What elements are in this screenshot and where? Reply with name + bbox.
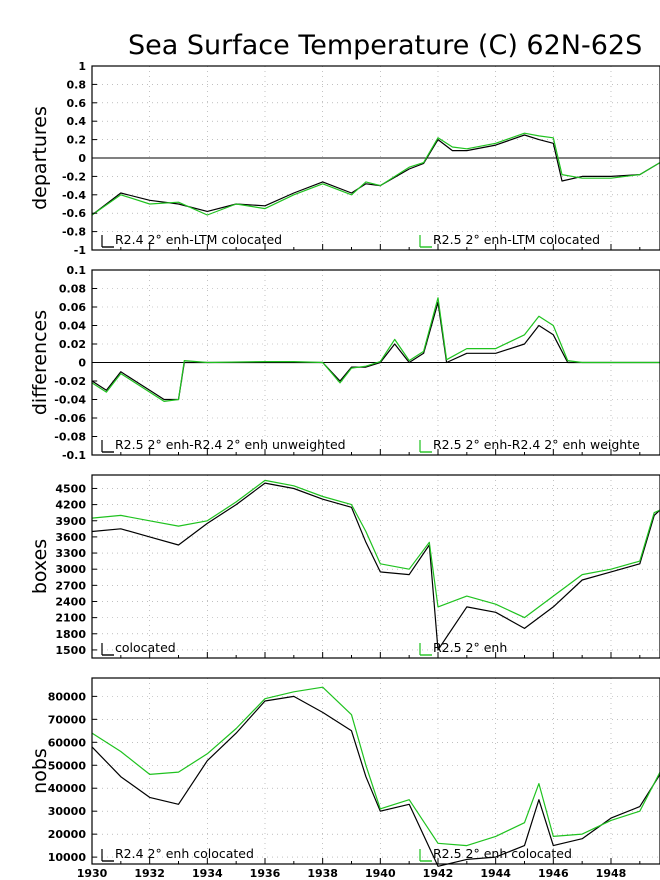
legend-label: R2.5 2° enh	[433, 640, 507, 655]
y-tick-label: 40000	[48, 782, 87, 795]
x-tick-label: 1948	[596, 867, 627, 880]
y-tick-label: 0.2	[67, 134, 87, 147]
y-tick-label: 20000	[48, 828, 87, 841]
y-tick-label: 1800	[55, 628, 86, 641]
plot-frame	[91, 677, 660, 865]
y-tick-label: 0.8	[67, 78, 87, 91]
y-tick-label: 0.4	[67, 115, 87, 128]
plot-frame	[91, 474, 660, 659]
x-tick-label: 1932	[134, 867, 165, 880]
y-tick-label: 70000	[48, 713, 87, 726]
x-tick-label: 1940	[365, 867, 396, 880]
y-tick-label: 0.06	[59, 301, 86, 314]
y-tick-label: -0.8	[62, 226, 86, 239]
y-tick-label: 3000	[55, 563, 86, 576]
x-tick-label: 1938	[307, 867, 338, 880]
legend-label: R2.4 2° enh colocated	[115, 846, 254, 861]
y-tick-label: -0.02	[54, 375, 86, 388]
y-tick-label: 2700	[55, 579, 86, 592]
x-tick-label: 1930	[77, 867, 108, 880]
x-tick-label: 1936	[250, 867, 281, 880]
series-line-black	[91, 301, 660, 401]
y-tick-label: 0.02	[59, 338, 86, 351]
y-tick-label: 0.1	[67, 264, 87, 277]
series-line-black	[91, 695, 660, 867]
x-tick-label: 1946	[538, 867, 569, 880]
panel-nobs: 80000 70000 60000 50000 40000 30000 20000 10000…	[29, 677, 660, 867]
x-tick-label: 1942	[423, 867, 454, 880]
panel-boxes: 4500 4200 3900 3600 3300 3000 2700 2400 2100 1800…	[29, 474, 660, 659]
y-tick-label: -0.08	[54, 431, 86, 444]
x-tick-label: 1944	[480, 867, 511, 880]
series-line-black	[91, 134, 660, 216]
series-line-green	[91, 479, 660, 619]
legend-label: R2.5 2° enh-R2.4 2° enh weighte	[433, 437, 640, 452]
y-tick-label: -0.6	[62, 207, 86, 220]
y-tick-label: 0.08	[59, 283, 86, 296]
y-tick-label: 3900	[55, 515, 86, 528]
legend-label: colocated	[115, 640, 176, 655]
legend-label: R2.5 2° enh-R2.4 2° enh unweighted	[115, 437, 346, 452]
y-tick-label: -0.2	[62, 170, 86, 183]
y-tick-label: -0.04	[54, 394, 86, 407]
y-tick-label: 0.04	[59, 320, 86, 333]
y-axis-label: nobs	[29, 748, 51, 794]
series-line-green	[91, 132, 660, 216]
y-tick-label: -0.06	[54, 412, 86, 425]
legend-label: R2.5 2° enh colocated	[433, 846, 572, 861]
series-line-green	[91, 686, 660, 847]
panel-differences: 0.1 0.08 0.06 0.04 0.02 0 -0.02 -0.04 -0.06 -0.08…	[29, 264, 660, 462]
x-tick-label: 1934	[192, 867, 223, 880]
y-tick-label: 1500	[55, 644, 86, 657]
y-tick-label: 1	[78, 60, 86, 73]
y-tick-label: 80000	[48, 690, 87, 703]
y-tick-label: -1	[74, 244, 86, 257]
y-tick-label: -0.4	[62, 189, 86, 202]
y-axis-label: differences	[29, 310, 51, 415]
y-tick-label: 50000	[48, 759, 87, 772]
series-line-black	[91, 482, 660, 651]
y-axis-label: boxes	[29, 539, 51, 594]
y-tick-label: -0.1	[62, 449, 86, 462]
y-tick-label: 3300	[55, 547, 86, 560]
y-tick-label: 2400	[55, 595, 86, 608]
y-tick-label: 60000	[48, 736, 87, 749]
legend-label: R2.4 2° enh-LTM colocated	[115, 232, 282, 247]
y-tick-label: 3600	[55, 531, 86, 544]
y-tick-label: 4500	[55, 482, 86, 495]
chart-panels: 1 0.8 0.6 0.4 0.2 0 -0.2 -0.4 -0.6 -0.8 -1 departur…	[29, 60, 660, 880]
y-tick-label: 0	[78, 357, 86, 370]
chart-title: Sea Surface Temperature (C) 62N-62S	[128, 30, 642, 61]
legend-label: R2.5 2° enh-LTM colocated	[433, 232, 600, 247]
y-tick-label: 10000	[48, 851, 87, 864]
y-tick-label: 30000	[48, 805, 87, 818]
y-tick-label: 0	[78, 152, 86, 165]
panel-departures: 1 0.8 0.6 0.4 0.2 0 -0.2 -0.4 -0.6 -0.8 -1 departur…	[29, 60, 660, 257]
y-tick-label: 4200	[55, 499, 86, 512]
y-tick-label: 0.6	[67, 97, 87, 110]
y-axis-label: departures	[29, 106, 51, 210]
y-tick-label: 2100	[55, 612, 86, 625]
series-line-green	[91, 297, 660, 402]
